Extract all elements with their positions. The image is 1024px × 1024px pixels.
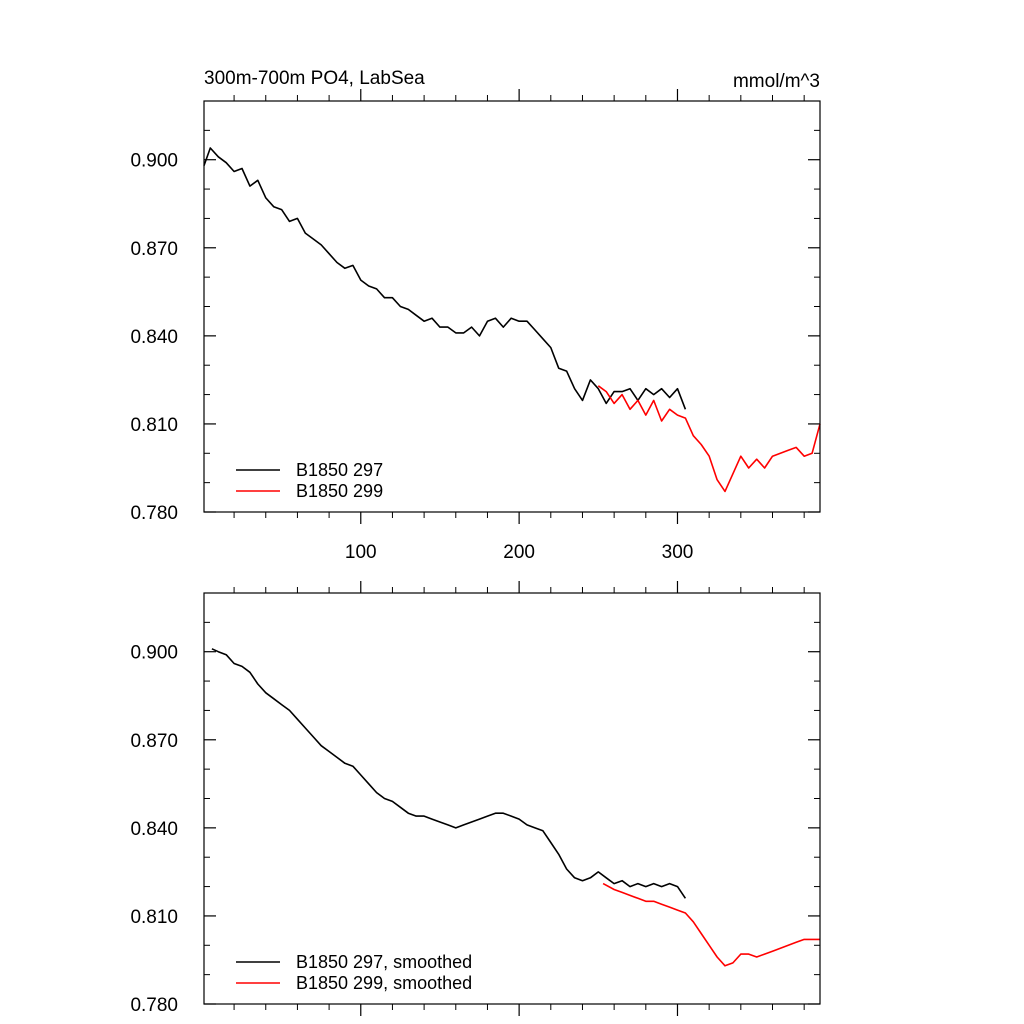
y-tick-label: 0.840 <box>130 327 178 348</box>
top-panel-ticks: 0.780 0.810 0.840 0.870 0.900 100 200 300 <box>130 89 820 563</box>
y-tick-label: 0.840 <box>130 819 178 840</box>
y-tick-label: 0.900 <box>130 643 178 664</box>
top-panel-title: 300m-700m PO4, LabSea <box>204 68 425 89</box>
y-tick-label: 0.810 <box>130 907 178 928</box>
top-panel: 300m-700m PO4, LabSea mmol/m^3 0.780 0.81… <box>130 68 821 563</box>
bottom-panel-frame <box>203 592 821 1005</box>
x-tick-label: 300 <box>662 542 694 563</box>
series-line-b1850-297-smoothed <box>211 648 687 899</box>
y-tick-label: 0.870 <box>130 731 178 752</box>
legend-label-b1850-297: B1850 297 <box>296 460 383 480</box>
legend-label-b1850-297-smoothed: B1850 297, smoothed <box>296 952 472 972</box>
bottom-panel: 0.780 0.810 0.840 0.870 0.900 B1850 297, smo… <box>130 581 821 1016</box>
bottom-panel-legend: B1850 297, smoothed B1850 299, smoothed <box>236 952 472 993</box>
top-panel-units: mmol/m^3 <box>733 71 820 92</box>
y-tick-label: 0.810 <box>130 415 178 436</box>
legend-label-b1850-299: B1850 299 <box>296 481 383 501</box>
series-line-b1850-299 <box>597 385 821 493</box>
y-tick-label: 0.780 <box>130 503 178 524</box>
x-tick-label: 100 <box>345 542 377 563</box>
bottom-panel-series <box>211 648 820 967</box>
y-tick-label: 0.870 <box>130 239 178 260</box>
bottom-panel-ticks: 0.780 0.810 0.840 0.870 0.900 <box>130 581 820 1016</box>
y-tick-label: 0.780 <box>130 995 178 1016</box>
top-panel-series <box>203 147 821 493</box>
x-tick-label: 200 <box>503 542 535 563</box>
top-panel-frame <box>203 100 821 513</box>
top-panel-legend: B1850 297 B1850 299 <box>236 460 383 501</box>
y-tick-label: 0.900 <box>130 151 178 172</box>
legend-label-b1850-299-smoothed: B1850 299, smoothed <box>296 973 472 993</box>
series-line-b1850-297 <box>203 147 687 410</box>
series-line-b1850-299-smoothed <box>602 882 820 967</box>
